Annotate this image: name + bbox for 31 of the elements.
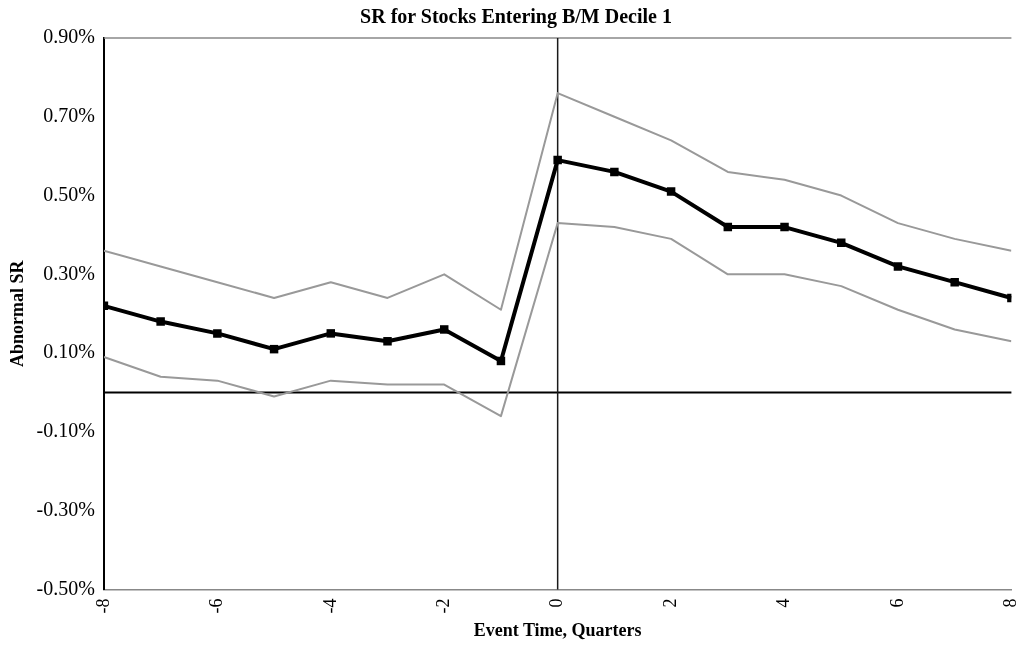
x-tick-label: -2 (432, 598, 453, 614)
x-tick-label: 8 (1000, 598, 1021, 608)
x-tick-label: 4 (773, 598, 794, 608)
point (553, 155, 562, 165)
point (950, 277, 959, 287)
point (666, 187, 676, 196)
point (780, 222, 789, 232)
point (439, 325, 449, 334)
y-tick-label: 0.30% (43, 261, 95, 284)
y-axis-title: Abnormal SR (7, 259, 28, 367)
point (156, 317, 165, 326)
y-tick-label: 0.50% (43, 182, 95, 205)
x-tick-label: 2 (659, 598, 680, 608)
x-axis-title: Event Time, Quarters (473, 619, 642, 640)
y-tick-label: 0.70% (43, 104, 95, 127)
x-tick-label: 6 (886, 598, 907, 608)
point (326, 329, 336, 338)
x-tick-label: -4 (319, 598, 340, 614)
point (383, 337, 392, 346)
point (610, 167, 619, 177)
y-tick-label: -0.30% (36, 497, 95, 520)
x-tick-label: -6 (206, 598, 227, 614)
point (893, 262, 903, 271)
x-tick-label: 0 (546, 598, 567, 608)
y-tick-label: 0.90% (43, 25, 95, 48)
y-tick-label: -0.10% (36, 419, 95, 442)
chart-title: SR for Stocks Entering B/M Decile 1 (360, 5, 672, 29)
x-tick-label: -8 (92, 598, 113, 614)
y-tick-label: 0.10% (43, 340, 95, 363)
y-tick-label: -0.50% (36, 576, 95, 599)
point (213, 329, 222, 338)
